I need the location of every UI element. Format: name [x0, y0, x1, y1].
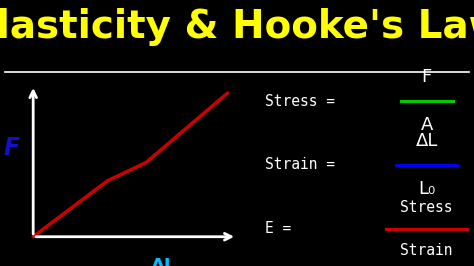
Text: A: A	[420, 116, 433, 134]
Text: L₀: L₀	[418, 180, 435, 198]
Text: Stress: Stress	[401, 200, 453, 215]
Text: Stress =: Stress =	[265, 94, 344, 109]
Text: ΔL: ΔL	[151, 257, 176, 266]
Text: F: F	[4, 136, 20, 160]
Text: Elasticity & Hooke's Law: Elasticity & Hooke's Law	[0, 8, 474, 46]
Text: F: F	[421, 68, 432, 86]
Text: E =: E =	[265, 221, 301, 236]
Text: ΔL: ΔL	[415, 132, 438, 150]
Text: Strain =: Strain =	[265, 157, 344, 172]
Text: Strain: Strain	[401, 243, 453, 257]
